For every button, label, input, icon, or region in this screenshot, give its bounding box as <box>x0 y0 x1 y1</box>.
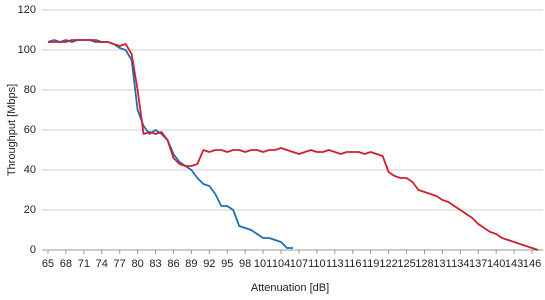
x-tick-label: 134 <box>451 258 469 270</box>
x-tick-label: 80 <box>131 258 143 270</box>
x-tick-label: 122 <box>379 258 397 270</box>
x-tick-label: 116 <box>344 258 362 270</box>
x-tick-label: 128 <box>415 258 433 270</box>
x-tick-label: 107 <box>290 258 308 270</box>
x-tick-label: 89 <box>185 258 197 270</box>
series-line <box>47 39 539 251</box>
x-tick-label: 71 <box>78 258 90 270</box>
x-tick-label: 146 <box>523 258 541 270</box>
x-tick-label: 83 <box>149 258 161 270</box>
x-tick-label: 131 <box>433 258 451 270</box>
y-axis-label: Throughput [Mbps] <box>6 84 18 176</box>
x-tick-label: 74 <box>96 258 108 270</box>
x-tick-label: 77 <box>114 258 126 270</box>
x-tick-label: 92 <box>203 258 215 270</box>
series-line <box>47 39 293 249</box>
x-axis-label: Attenuation [dB] <box>251 282 329 294</box>
x-tick-label: 101 <box>254 258 272 270</box>
y-tick-label: 40 <box>24 164 36 176</box>
y-tick-label: 100 <box>18 44 36 56</box>
x-tick-label: 137 <box>469 258 487 270</box>
y-tick-label: 20 <box>24 204 36 216</box>
y-tick-label: 80 <box>24 84 36 96</box>
x-tick-label: 95 <box>221 258 233 270</box>
x-tick-label: 119 <box>362 258 380 270</box>
x-tick-label: 143 <box>505 258 523 270</box>
y-tick-label: 120 <box>18 4 36 16</box>
x-tick-label: 140 <box>487 258 505 270</box>
x-tick-label: 113 <box>326 258 344 270</box>
x-tick-label: 65 <box>42 258 54 270</box>
x-tick-label: 98 <box>239 258 251 270</box>
y-tick-label: 60 <box>24 124 36 136</box>
x-tick-label: 104 <box>272 258 290 270</box>
x-tick-label: 110 <box>308 258 326 270</box>
x-tick-label: 125 <box>397 258 415 270</box>
y-tick-label: 0 <box>30 244 36 256</box>
x-tick-label: 68 <box>60 258 72 270</box>
x-tick-label: 86 <box>167 258 179 270</box>
